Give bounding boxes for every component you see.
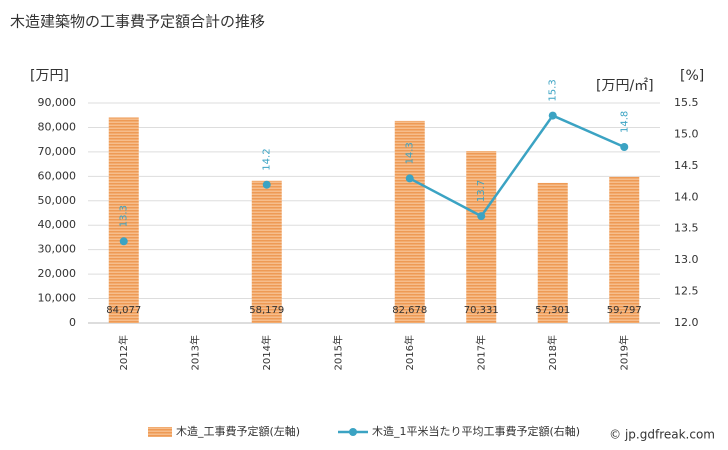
x-tick-label: 2012年 — [117, 335, 130, 370]
y2-axis-unit: [万円/㎡] — [596, 78, 654, 94]
bar — [609, 176, 640, 323]
yticks-label: 90,000 — [38, 96, 77, 109]
source: © jp.gdfreak.com — [609, 428, 715, 442]
line — [409, 114, 625, 218]
y2ticks-label: 15.0 — [674, 127, 699, 140]
legend-label: 木造_工事費予定額(左軸) — [176, 424, 300, 438]
line-value-label: 13.3 — [119, 205, 130, 227]
x-tick-label: 2014年 — [260, 335, 273, 370]
yticks-label: 10,000 — [38, 292, 77, 305]
x-tick-label: 2015年 — [331, 335, 344, 370]
line-value-label: 15.3 — [548, 79, 559, 101]
x-tick-label: 2018年 — [546, 335, 559, 370]
y2ticks-label: 12.0 — [674, 316, 699, 329]
x-tick-label: 2016年 — [403, 335, 416, 370]
line-point — [477, 212, 486, 221]
bar-value-label: 82,678 — [392, 305, 427, 316]
y2ticks-label: 12.5 — [674, 285, 699, 298]
bar — [394, 120, 425, 323]
line-value-label: 14.2 — [262, 148, 273, 170]
y2-axis-unit-percent: [%] — [680, 68, 704, 84]
yticks-label: 80,000 — [38, 120, 77, 133]
y2ticks-label: 13.5 — [674, 222, 699, 235]
yticks-label: 20,000 — [38, 267, 77, 280]
line-point — [119, 237, 128, 246]
bar — [108, 117, 139, 323]
line-value-label: 14.8 — [619, 111, 630, 133]
y2ticks-label: 14.0 — [674, 190, 699, 203]
legend-swatch — [148, 427, 172, 437]
x-tick-label: 2019年 — [617, 335, 630, 370]
legend-label: 木造_1平米当たり平均工事費予定額(右軸) — [372, 424, 580, 438]
bar — [466, 151, 497, 323]
yticks-label: 60,000 — [38, 169, 77, 182]
yticks-label: 0 — [69, 316, 76, 329]
bar — [251, 180, 282, 323]
bar-value-label: 57,301 — [535, 305, 570, 316]
line-point — [262, 180, 271, 189]
legend-swatch-point — [349, 428, 357, 436]
bar-value-label: 84,077 — [106, 305, 141, 316]
y2ticks-label: 14.5 — [674, 159, 699, 172]
x-tick-label: 2017年 — [474, 335, 487, 370]
y2ticks-label: 13.0 — [674, 253, 699, 266]
line-point — [405, 174, 414, 183]
bar-value-label: 70,331 — [464, 305, 499, 316]
yticks-label: 50,000 — [38, 194, 77, 207]
bar-value-label: 58,179 — [249, 305, 284, 316]
bar — [537, 182, 568, 323]
bar-value-label: 59,797 — [607, 305, 642, 316]
yticks-label: 40,000 — [38, 218, 77, 231]
line-value-label: 13.7 — [476, 180, 487, 202]
line-point — [620, 143, 629, 151]
line-point — [548, 111, 557, 120]
x-tick-label: 2013年 — [188, 335, 201, 370]
yticks-label: 70,000 — [38, 145, 77, 158]
y-axis-unit: [万円] — [30, 68, 69, 84]
chart-title: 木造建築物の工事費予定額合計の推移 — [10, 13, 265, 31]
y2ticks-label: 15.5 — [674, 96, 699, 109]
yticks-label: 30,000 — [38, 243, 77, 256]
line-value-label: 14.3 — [405, 142, 416, 164]
